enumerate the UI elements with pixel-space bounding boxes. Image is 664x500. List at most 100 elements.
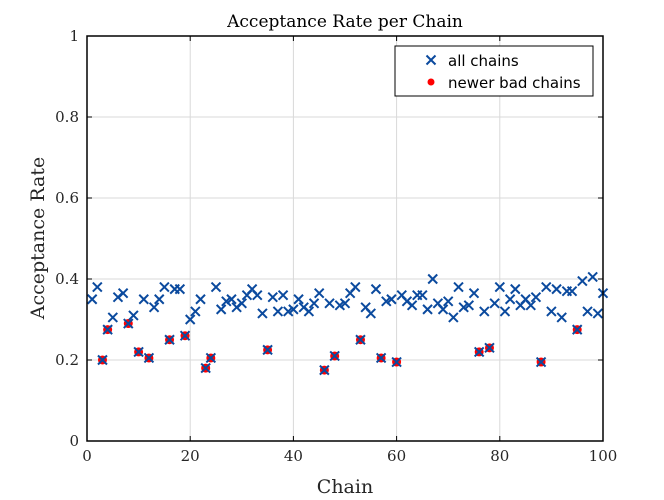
chain-point (375, 352, 387, 364)
chain-point (272, 306, 284, 317)
chain-point (463, 300, 475, 311)
chain-point (190, 306, 201, 317)
y-tick-label: 1 (69, 27, 79, 45)
y-axis-label: Acceptance Rate (27, 157, 49, 320)
chain-point (97, 354, 108, 366)
chain-point (154, 294, 165, 305)
chain-point (535, 356, 547, 368)
chain-point (525, 300, 536, 311)
legend-marker-all-chains (425, 54, 437, 66)
chain-point (577, 275, 588, 287)
x-tick-label: 40 (284, 447, 303, 465)
chain-point (546, 306, 557, 317)
legend: all chains newer bad chains (394, 45, 594, 97)
chain-point (339, 298, 351, 309)
chain-point (571, 324, 583, 335)
chain-point (92, 281, 103, 293)
chain-point (252, 289, 263, 301)
chain-point (510, 283, 521, 295)
y-tick-label: 0.4 (55, 270, 79, 288)
chain-point (200, 362, 211, 374)
chain-point (448, 312, 459, 323)
chain-point (494, 281, 506, 293)
chain-point (159, 281, 170, 293)
chain-point (86, 294, 98, 305)
chain-point (453, 281, 464, 293)
chain-point (143, 352, 155, 364)
chain-point (174, 283, 186, 295)
chain-point (582, 306, 593, 317)
chain-point (427, 273, 438, 285)
chain-point (350, 281, 361, 293)
chain-point (530, 292, 542, 303)
chain-point (236, 298, 248, 309)
chain-point (117, 287, 129, 299)
chain-point (148, 302, 160, 313)
chain-point (329, 350, 340, 362)
x-axis-label: Chain (317, 476, 373, 498)
chain-point (473, 346, 485, 358)
chain-point (592, 308, 604, 319)
chain-point (504, 294, 516, 305)
legend-cross (425, 54, 437, 66)
chain-point (267, 292, 278, 303)
x-tick-label: 80 (490, 447, 509, 465)
chain-point (587, 271, 598, 283)
chain-point (107, 312, 119, 323)
chain-point (370, 283, 382, 295)
y-tick-label: 0.2 (55, 351, 79, 369)
chain-point (128, 310, 139, 321)
chain-point (556, 312, 567, 323)
chain-point (308, 298, 320, 309)
chain-point (468, 287, 480, 299)
chain-point (319, 364, 330, 376)
grid (86, 35, 604, 442)
chain-point (179, 330, 191, 341)
chain-point (262, 344, 273, 356)
chain-point (479, 306, 490, 317)
chain-point (138, 294, 149, 305)
legend-label-bad-chains: newer bad chains (448, 74, 581, 92)
chain-point (303, 306, 315, 317)
chain-point (417, 289, 428, 301)
chain-point (210, 281, 222, 293)
chain-point (422, 304, 433, 315)
chain-point (541, 281, 552, 293)
chain-point (205, 352, 217, 364)
chain-point (324, 298, 335, 309)
x-tick-label: 0 (82, 447, 92, 465)
chain-point (489, 298, 500, 309)
legend-marker-bad-chains (427, 78, 435, 86)
chain-point (313, 287, 325, 299)
x-tick-label: 20 (181, 447, 200, 465)
chain-point (386, 294, 397, 305)
chain-point (365, 308, 377, 319)
x-tick-label: 100 (589, 447, 618, 465)
chart-title: Acceptance Rate per Chain (226, 12, 463, 32)
data-marks (86, 271, 609, 376)
chain-point (123, 318, 134, 329)
chain-point (184, 314, 196, 325)
legend-label-all-chains: all chains (448, 52, 519, 70)
plot-frame (86, 35, 604, 442)
ticks: 0 20 40 60 80 100 0 0.2 0.4 0.6 0.8 1 (55, 27, 617, 465)
chain-point (226, 294, 237, 305)
chain-point (133, 346, 144, 358)
chain-point (355, 334, 366, 345)
chain-point (442, 296, 454, 307)
chain-point (195, 294, 206, 305)
y-tick-label: 0.6 (55, 189, 79, 207)
chain-point (437, 304, 449, 315)
chain-point (293, 294, 304, 305)
x-tick-label: 60 (387, 447, 406, 465)
chain-point (566, 285, 578, 297)
chain-point (257, 308, 268, 319)
chain-point (288, 304, 299, 315)
chain-point (277, 289, 289, 301)
chain-point (215, 304, 227, 315)
chain-point (484, 342, 495, 354)
chain-point (391, 356, 402, 368)
legend-box (394, 45, 594, 97)
y-tick-label: 0.8 (55, 108, 79, 126)
